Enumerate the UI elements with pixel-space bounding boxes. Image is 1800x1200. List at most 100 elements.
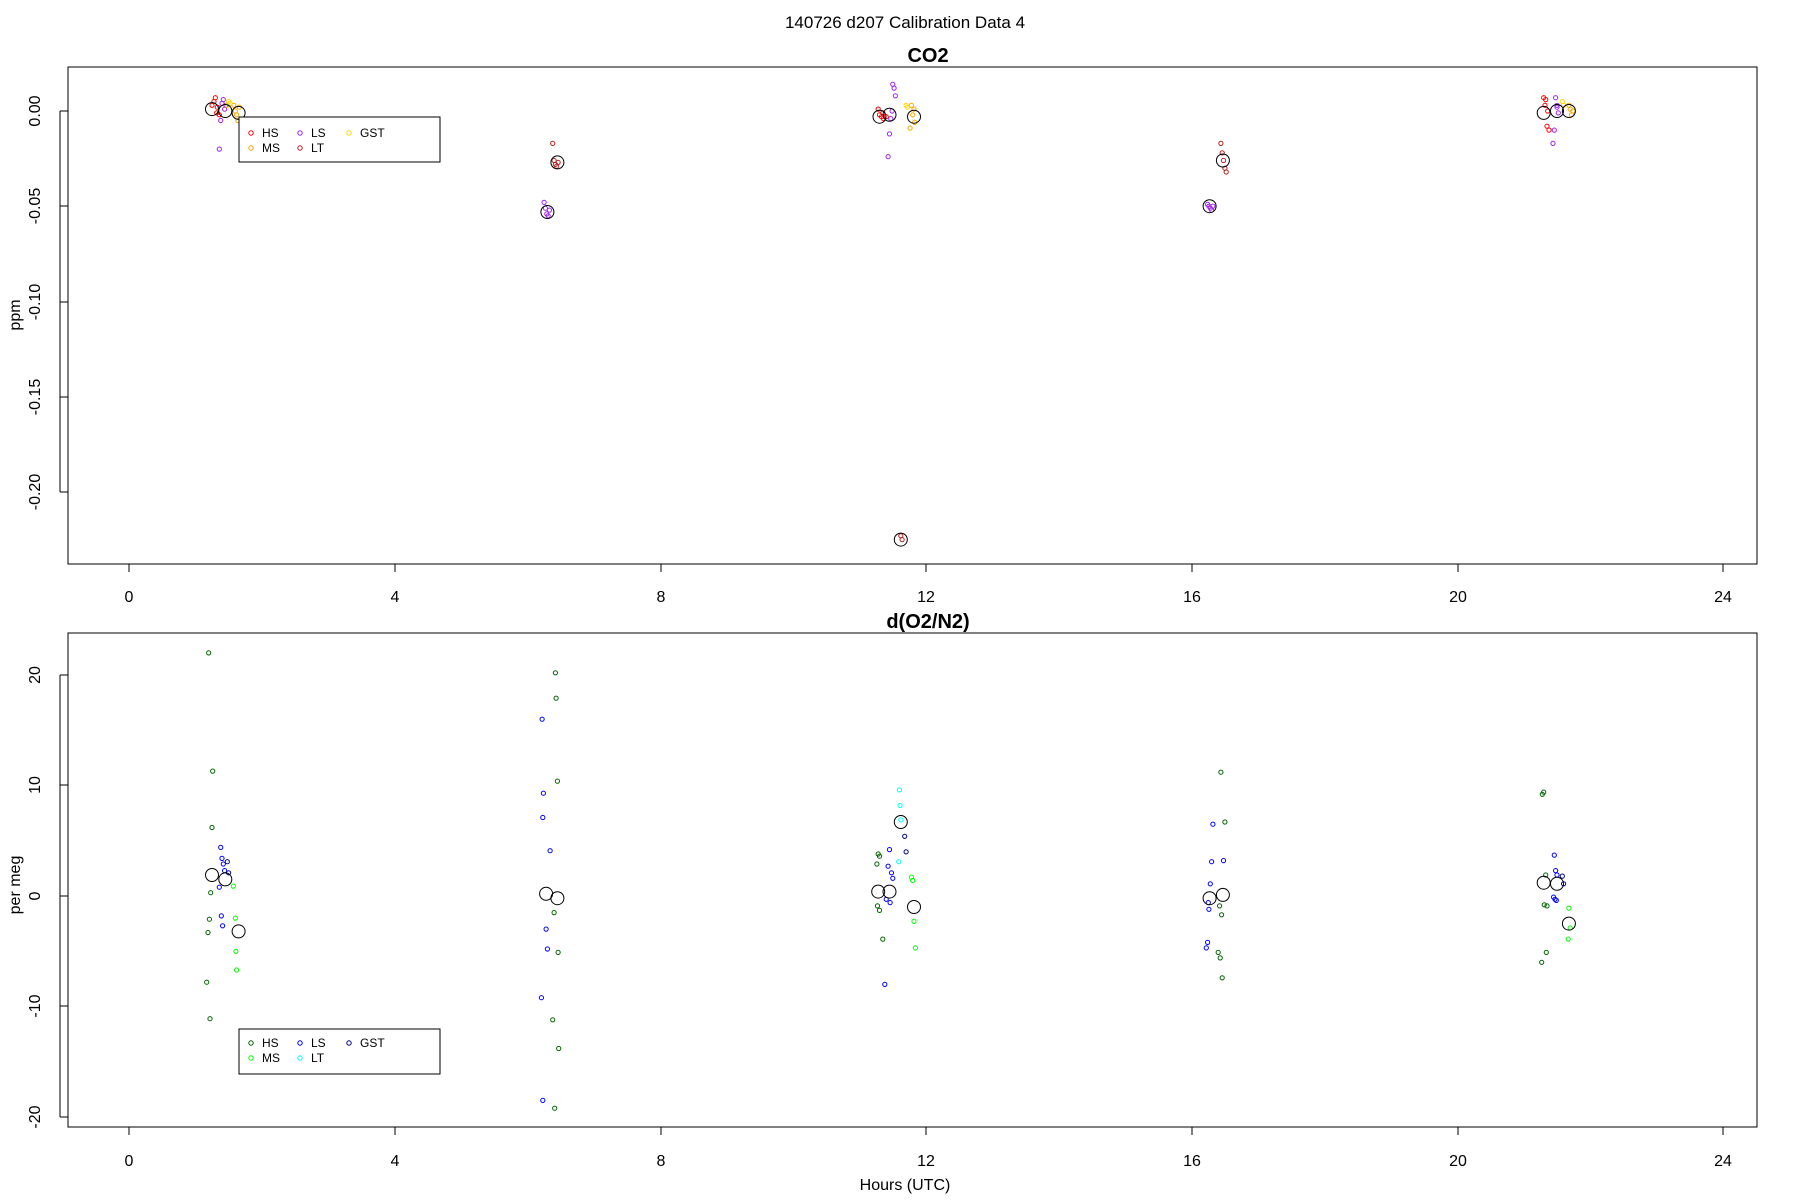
co2-point-mean (218, 104, 233, 118)
co2-point-ls (1554, 104, 1560, 110)
o2n2-point-ms (1566, 905, 1572, 911)
o2n2-point-ls (218, 844, 224, 851)
co2-point-ls (545, 213, 551, 219)
co2-point-mean (872, 109, 887, 124)
o2n2-point-ls (1551, 852, 1557, 858)
co2-y-tick-label: -0.05 (27, 188, 44, 225)
co2-point-ls (1555, 110, 1561, 116)
o2n2-point-gst (903, 849, 909, 855)
o2n2-point-mean (1215, 887, 1230, 902)
o2n2-point-mean (218, 872, 233, 887)
co2-x-tick-label: 12 (917, 589, 935, 606)
o2n2-point-ls (222, 868, 228, 874)
o2n2-point-ls (1552, 896, 1558, 902)
o2n2-point-ls (1205, 939, 1211, 946)
o2n2-point-lt (896, 859, 902, 865)
co2-point-ls (546, 207, 553, 213)
o2n2-point-hs (1218, 769, 1224, 775)
co2-point-ls (218, 117, 224, 124)
o2n2-point-ls (218, 913, 224, 919)
o2n2-point-ls (540, 790, 547, 796)
o2n2-point-hs (1541, 902, 1547, 908)
o2n2-point-mean (1202, 891, 1217, 906)
o2n2-legend-marker-ls (297, 1040, 303, 1046)
o2n2-point-ms (230, 883, 236, 889)
co2-point-ls (885, 154, 891, 160)
o2n2-y-tick-label: -10 (27, 994, 44, 1017)
o2n2-point-hs (874, 861, 880, 867)
o2n2-x-tick-label: 12 (917, 1153, 935, 1170)
co2-point-hs (883, 114, 889, 120)
o2n2-point-hs (208, 890, 214, 896)
o2n2-point-ms (234, 967, 240, 973)
o2n2-point-hs (553, 695, 559, 701)
o2n2-point-hs (551, 910, 557, 916)
co2-point-hs (1544, 123, 1550, 129)
o2n2-point-ls (540, 814, 546, 821)
co2-point-mean (540, 205, 555, 219)
o2n2-point-hs (205, 929, 211, 936)
o2n2-point-mean (1561, 916, 1576, 931)
co2-legend-box (238, 116, 441, 163)
o2n2-point-ls (538, 995, 545, 1001)
o2n2-legend-box (238, 1028, 441, 1075)
o2n2-legend-marker-lt (297, 1055, 303, 1061)
o2n2-point-ls (547, 848, 553, 854)
o2n2-point-ls (888, 870, 895, 876)
o2n2-point-hs (552, 670, 559, 676)
o2n2-point-hs (1543, 872, 1549, 878)
o2n2-y-tick-label: 20 (27, 666, 44, 684)
o2n2-point-hs (1219, 912, 1225, 918)
co2-x-tick-label: 24 (1714, 589, 1732, 606)
o2n2-point-ls (885, 863, 891, 869)
co2-legend-label-hs: HS (262, 126, 279, 140)
co2-y-tick-label: -0.20 (27, 474, 44, 511)
co2-panel-title: CO2 (907, 45, 948, 67)
co2-x-axis: 0 4 8 12 16 20 24 (125, 563, 1732, 606)
o2n2-point-ls (1203, 945, 1209, 951)
co2-point-ms (234, 112, 240, 118)
o2n2-point-hs (204, 979, 210, 985)
o2n2-x-tick-label: 8 (657, 1153, 666, 1170)
o2n2-point-ls (886, 847, 893, 853)
o2n2-x-tick-label: 20 (1449, 1153, 1467, 1170)
co2-point-ms (910, 112, 916, 118)
co2-legend-marker-gst (346, 130, 352, 136)
co2-point-hs (212, 95, 218, 101)
co2-point-ls (1553, 95, 1559, 101)
o2n2-y-axis: 20 10 0 -10 -20 per meg (7, 666, 68, 1129)
o2n2-point-hs (206, 650, 212, 656)
o2n2-point-hs (1222, 819, 1228, 825)
o2n2-point-hs (1217, 955, 1223, 961)
o2n2-point-hs (1541, 789, 1547, 795)
co2-y-tick-label: -0.15 (27, 379, 44, 416)
co2-legend-marker-ms (248, 145, 254, 151)
o2n2-point-hs (880, 936, 886, 942)
o2n2-point-ms (233, 948, 239, 954)
o2n2-point-lt (898, 817, 904, 823)
o2n2-y-tick-label: 0 (27, 891, 44, 900)
o2n2-point-ls (220, 861, 226, 867)
o2n2-point-ls (1210, 821, 1216, 827)
co2-point-hs (1542, 102, 1548, 108)
o2n2-y-axis-label: per meg (7, 856, 24, 915)
co2-x-tick-label: 16 (1183, 589, 1201, 606)
o2n2-point-ms (911, 918, 917, 925)
co2-y-tick-label: 0.00 (27, 95, 44, 126)
co2-panel: CO2 0.00 -0.05 -0.10 -0.15 -0.20 ppm 0 (7, 45, 1758, 606)
o2n2-point-mean (205, 868, 219, 882)
o2n2-y-tick-label: 10 (27, 776, 44, 794)
co2-point-hs (1543, 97, 1549, 103)
o2n2-point-ls (543, 926, 549, 932)
o2n2-y-tick-label: -20 (27, 1105, 44, 1128)
o2n2-point-mean (907, 900, 921, 914)
o2n2-point-ls (216, 884, 222, 890)
o2n2-point-ls (1553, 897, 1559, 904)
co2-point-ls (892, 93, 899, 99)
co2-data-points (205, 81, 1576, 547)
co2-legend-label-ms: MS (262, 141, 280, 155)
figure-title: 140726 d207 Calibration Data 4 (785, 13, 1025, 32)
o2n2-point-ls (544, 946, 551, 952)
co2-point-ls (541, 199, 547, 205)
o2n2-point-hs (555, 949, 561, 956)
